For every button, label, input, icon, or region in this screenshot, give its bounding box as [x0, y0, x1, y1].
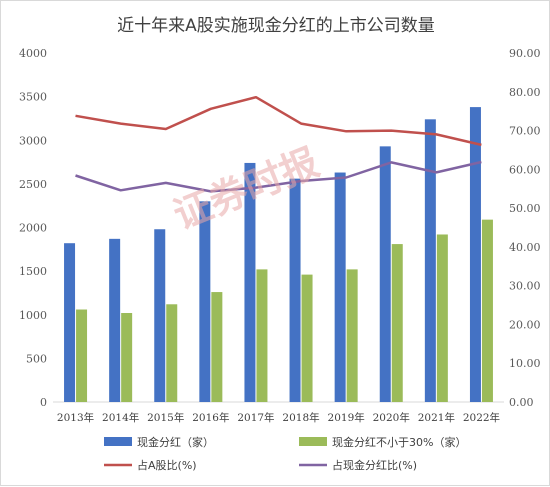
- bar: [244, 162, 256, 402]
- bar: [301, 274, 313, 402]
- legend-label: 占A股比(%): [137, 458, 197, 472]
- x-tick-label: 2022年: [463, 411, 500, 424]
- x-tick-label: 2020年: [373, 411, 410, 424]
- legend-label: 现金分红（家）: [137, 435, 214, 449]
- y-left-tick-label: 3000: [19, 134, 47, 147]
- y-left-tick-label: 500: [26, 352, 47, 365]
- y-left-tick-label: 3500: [19, 91, 47, 104]
- x-tick-label: 2013年: [57, 411, 94, 424]
- y-right-tick-label: 30.00: [509, 280, 541, 293]
- x-tick-label: 2014年: [102, 411, 139, 424]
- legend: 现金分红（家） 现金分红不小于30%（家） 占A股比(%) 占现金分红比(%): [104, 435, 466, 472]
- y-left-tick-label: 1000: [19, 309, 47, 322]
- chart-title: 近十年来A股实施现金分红的上市公司数量: [117, 16, 435, 36]
- x-tick-label: 2018年: [282, 411, 319, 424]
- bar: [379, 146, 391, 402]
- series-line: [75, 160, 482, 193]
- bar: [199, 201, 211, 402]
- y-left-tick-label: 2000: [19, 222, 47, 235]
- x-tick-label: 2015年: [147, 411, 184, 424]
- bar: [481, 219, 493, 402]
- legend-label: 现金分红不小于30%（家）: [332, 435, 466, 449]
- bar: [211, 292, 223, 402]
- bar: [289, 178, 301, 402]
- bar: [154, 229, 166, 402]
- bar: [109, 238, 121, 402]
- y-right-tick-label: 80.00: [509, 86, 541, 99]
- bar: [334, 172, 346, 402]
- y-right-tick-label: 60.00: [509, 163, 541, 176]
- bar: [391, 244, 403, 402]
- bar-layer: [64, 107, 493, 402]
- bar: [256, 269, 268, 402]
- y-left-tick-label: 0: [40, 396, 47, 409]
- y-left-tick-label: 2500: [19, 178, 47, 191]
- y-right-tick-label: 20.00: [509, 318, 541, 331]
- x-tick-label: 2021年: [418, 411, 455, 424]
- legend-swatch: [299, 437, 327, 446]
- series-line: [75, 95, 482, 147]
- y-right-tick-label: 70.00: [509, 125, 541, 138]
- axes: 0 500 1000 1500 2000 2500 3000 3500 4000 0.00 10.0…: [19, 47, 541, 424]
- bar: [166, 304, 178, 402]
- legend-swatch: [104, 437, 132, 446]
- bar: [346, 269, 358, 402]
- bar: [424, 119, 436, 402]
- x-tick-label: 2019年: [328, 411, 365, 424]
- bar: [469, 107, 481, 402]
- y-left-tick-label: 4000: [19, 47, 47, 60]
- legend-label: 占现金分红比(%): [332, 458, 417, 472]
- x-tick-label: 2016年: [192, 411, 229, 424]
- line-layer: [75, 95, 482, 193]
- y-right-tick-label: 90.00: [509, 47, 541, 60]
- y-right-tick-label: 50.00: [509, 202, 541, 215]
- y-right-tick-label: 40.00: [509, 241, 541, 254]
- y-left-tick-label: 1500: [19, 265, 47, 278]
- bar: [76, 309, 88, 402]
- bar: [64, 243, 76, 402]
- y-right-tick-label: 10.00: [509, 357, 541, 370]
- x-tick-label: 2017年: [237, 411, 274, 424]
- bar: [436, 234, 448, 402]
- bar: [121, 313, 133, 402]
- y-right-tick-label: 0.00: [509, 396, 534, 409]
